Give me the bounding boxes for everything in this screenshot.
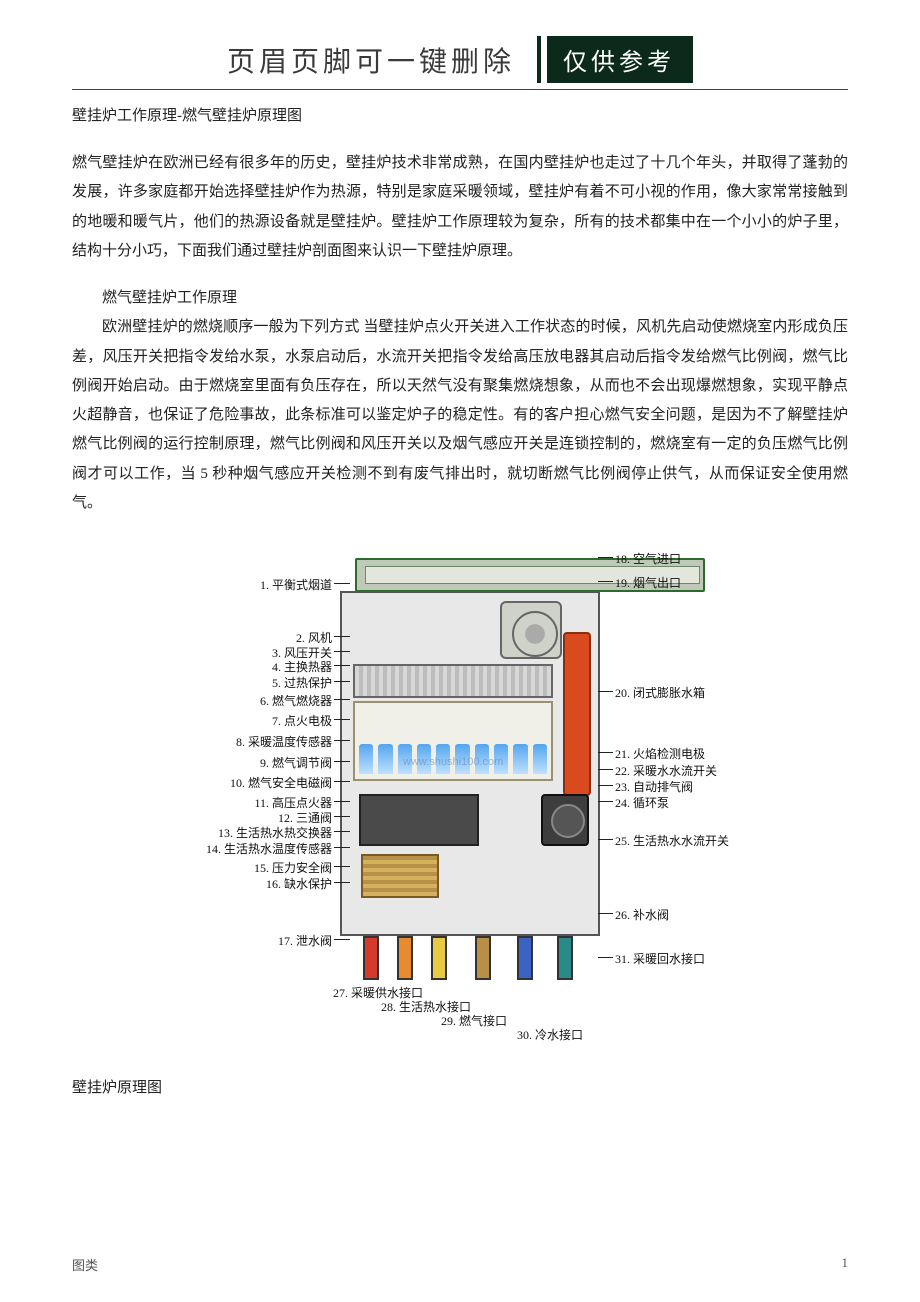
label-left-9: 9. 燃气调节阀 [260, 754, 332, 771]
label-right-20: 20. 闭式膨胀水箱 [615, 684, 705, 701]
port-5 [517, 936, 533, 980]
diagram-caption: 壁挂炉原理图 [72, 1076, 848, 1097]
main-heat-exchanger [353, 664, 553, 698]
page-footer: 图类 1 [72, 1255, 848, 1274]
label-right-31: 31. 采暖回水接口 [615, 950, 705, 967]
leader-left-6 [334, 699, 350, 700]
label-right-18: 18. 空气进口 [615, 550, 681, 567]
header-bar: 页眉页脚可一键删除 仅供参考 [72, 36, 848, 83]
header-rule [72, 89, 848, 90]
leader-left-17 [334, 939, 350, 940]
leader-right-24 [598, 801, 613, 802]
circulation-pump [541, 794, 589, 846]
leader-left-4 [334, 665, 350, 666]
leader-right-18 [598, 557, 613, 558]
badge-separator [537, 36, 541, 83]
leader-right-19 [598, 581, 613, 582]
label-right-21: 21. 火焰检测电极 [615, 745, 705, 762]
label-bottom-29: 29. 燃气接口 [441, 1012, 507, 1029]
header-title: 页眉页脚可一键删除 [227, 36, 515, 83]
label-left-16: 16. 缺水保护 [266, 875, 332, 892]
leader-left-14 [334, 847, 350, 848]
document-subtitle: 壁挂炉工作原理-燃气壁挂炉原理图 [72, 104, 848, 125]
port-3 [431, 936, 447, 980]
label-right-25: 25. 生活热水水流开关 [615, 832, 729, 849]
label-left-8: 8. 采暖温度传感器 [236, 733, 332, 750]
leader-right-31 [598, 957, 613, 958]
label-bottom-30: 30. 冷水接口 [517, 1026, 583, 1043]
label-left-10: 10. 燃气安全电磁阀 [230, 774, 332, 791]
leader-left-1 [334, 583, 350, 584]
dhw-heat-exchanger [361, 854, 439, 898]
label-left-7: 7. 点火电极 [272, 712, 332, 729]
label-left-5: 5. 过热保护 [272, 674, 332, 691]
leader-right-22 [598, 769, 613, 770]
badge-text: 仅供参考 [547, 36, 693, 83]
leader-left-8 [334, 740, 350, 741]
port-4 [475, 936, 491, 980]
leader-left-10 [334, 781, 350, 782]
leader-left-12 [334, 816, 350, 817]
port-1 [363, 936, 379, 980]
leader-right-25 [598, 839, 613, 840]
expansion-tank [563, 632, 591, 796]
label-right-24: 24. 循环泵 [615, 794, 669, 811]
leader-right-23 [598, 785, 613, 786]
leader-left-13 [334, 831, 350, 832]
section-heading: 燃气壁挂炉工作原理 [72, 284, 848, 313]
label-left-4: 4. 主换热器 [272, 658, 332, 675]
label-left-1: 1. 平衡式烟道 [260, 576, 332, 593]
port-6 [557, 936, 573, 980]
label-left-13: 13. 生活热水热交换器 [218, 824, 332, 841]
label-right-26: 26. 补水阀 [615, 906, 669, 923]
boiler-diagram: www.shushi100.com 1. 平衡式烟道2. 风机3. 风压开关4.… [145, 536, 775, 1048]
leader-right-26 [598, 913, 613, 914]
leader-left-3 [334, 651, 350, 652]
label-left-15: 15. 压力安全阀 [254, 859, 332, 876]
leader-left-9 [334, 761, 350, 762]
port-2 [397, 936, 413, 980]
leader-left-15 [334, 866, 350, 867]
leader-left-11 [334, 801, 350, 802]
leader-left-16 [334, 882, 350, 883]
page: 页眉页脚可一键删除 仅供参考 壁挂炉工作原理-燃气壁挂炉原理图 燃气壁挂炉在欧洲… [0, 0, 920, 1302]
diagram-watermark: www.shushi100.com [403, 756, 503, 768]
label-right-22: 22. 采暖水水流开关 [615, 762, 717, 779]
leader-left-5 [334, 681, 350, 682]
gas-valve-block [359, 794, 479, 846]
leader-left-7 [334, 719, 350, 720]
intro-paragraph: 燃气壁挂炉在欧洲已经有很多年的历史，壁挂炉技术非常成熟，在国内壁挂炉也走过了十几… [72, 149, 848, 266]
label-left-17: 17. 泄水阀 [278, 932, 332, 949]
label-left-6: 6. 燃气燃烧器 [260, 692, 332, 709]
footer-page-number: 1 [842, 1255, 849, 1274]
label-left-14: 14. 生活热水温度传感器 [206, 840, 332, 857]
reference-badge: 仅供参考 [537, 36, 693, 83]
leader-right-20 [598, 691, 613, 692]
label-right-23: 23. 自动排气阀 [615, 778, 693, 795]
section-body: 欧洲壁挂炉的燃烧顺序一般为下列方式 当壁挂炉点火开关进入工作状态的时候，风机先启… [72, 313, 848, 518]
footer-left: 图类 [72, 1255, 98, 1274]
leader-right-21 [598, 752, 613, 753]
label-right-19: 19. 烟气出口 [615, 574, 681, 591]
fan [500, 601, 562, 659]
leader-left-2 [334, 636, 350, 637]
